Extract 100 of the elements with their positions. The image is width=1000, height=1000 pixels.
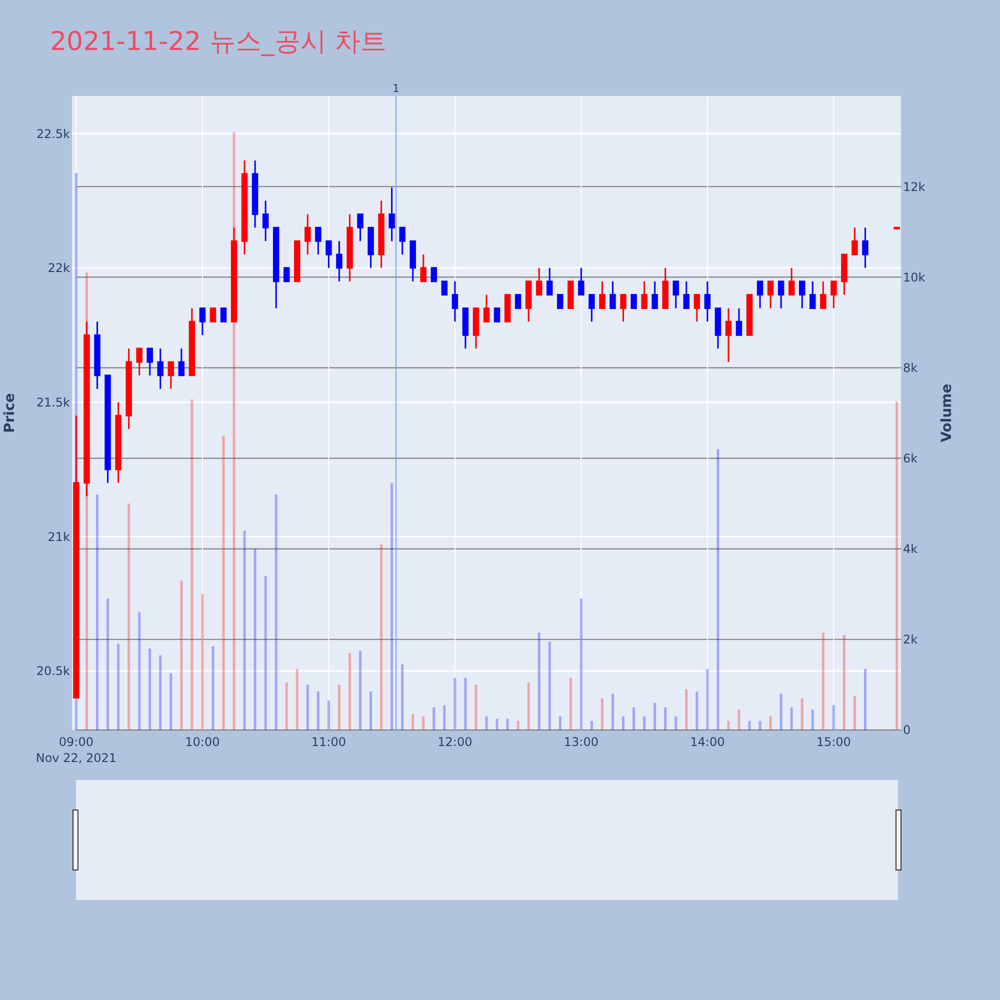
bar xyxy=(159,655,162,730)
bar xyxy=(558,716,562,730)
candlestick xyxy=(199,307,206,336)
candlestick xyxy=(399,226,406,256)
candlestick xyxy=(620,294,626,322)
bar xyxy=(527,682,530,730)
bar xyxy=(548,642,551,730)
candlestick xyxy=(641,280,648,309)
bar xyxy=(790,707,793,730)
x-tick-label: 15:00 xyxy=(816,735,851,749)
candlestick xyxy=(536,267,542,296)
candlestick xyxy=(357,213,364,242)
x-tick-label: 10:00 xyxy=(185,735,220,749)
y2-tick-label: 0 xyxy=(903,723,911,738)
bar xyxy=(748,720,751,730)
bar xyxy=(348,653,351,730)
bar xyxy=(538,632,540,730)
bar xyxy=(896,402,898,730)
candlestick xyxy=(336,240,342,282)
candlestick xyxy=(252,160,258,228)
candlestick xyxy=(756,280,764,309)
candlestick xyxy=(894,226,900,230)
x-tick-label: 13:00 xyxy=(564,735,598,749)
candlestick xyxy=(725,307,732,363)
bar xyxy=(128,504,130,730)
candlestick xyxy=(146,348,153,376)
bar xyxy=(117,644,120,730)
bar xyxy=(454,678,456,730)
y-tick-label: 22k xyxy=(48,261,70,276)
candlestick xyxy=(94,320,100,390)
y2-tick-label: 4k xyxy=(903,542,918,556)
bar xyxy=(780,694,782,730)
candlestick xyxy=(188,307,196,376)
y-tick-label: 22.5k xyxy=(36,126,70,141)
candlestick xyxy=(262,200,269,242)
bar xyxy=(506,718,509,730)
candlestick xyxy=(778,280,784,309)
candlestick xyxy=(810,280,816,309)
chart-title: 2021-11-22 뉴스_공시 차트 xyxy=(50,27,387,57)
text: Nov 22, 2021 xyxy=(36,751,117,765)
candlestick xyxy=(736,307,742,336)
candlestick xyxy=(346,213,353,282)
bar xyxy=(643,716,646,730)
x-tick-label: 11:00 xyxy=(311,735,346,749)
bar xyxy=(285,682,288,730)
bar xyxy=(853,696,856,730)
candlestick xyxy=(126,348,132,430)
x-tick-label: 09:00 xyxy=(58,735,94,749)
candlestick xyxy=(462,307,469,350)
bar xyxy=(822,632,824,730)
bar xyxy=(685,689,688,730)
candlestick xyxy=(830,280,837,309)
candlestick xyxy=(841,254,848,296)
bar xyxy=(569,678,572,730)
candlestick xyxy=(241,160,248,256)
candlestick xyxy=(767,280,774,309)
candlestick xyxy=(704,280,711,322)
bar xyxy=(316,692,320,730)
bar xyxy=(201,594,204,730)
candlestick xyxy=(115,402,122,484)
bar xyxy=(611,694,614,730)
bar xyxy=(485,716,488,730)
candlestick xyxy=(610,280,616,309)
bar xyxy=(222,436,225,730)
bar xyxy=(769,716,772,730)
y2-tick-label: 2k xyxy=(903,632,918,647)
candlestick xyxy=(798,280,806,309)
candlestick xyxy=(820,280,826,309)
candlestick xyxy=(504,294,511,322)
candlestick xyxy=(662,267,668,309)
candlestick xyxy=(315,226,322,256)
bar xyxy=(148,648,152,730)
bar xyxy=(600,698,604,730)
candlestick xyxy=(788,267,795,296)
x-tick-label: 14:00 xyxy=(690,735,725,749)
y2-axis-title: Volume xyxy=(939,384,955,442)
bar xyxy=(401,664,404,730)
bar xyxy=(580,598,582,730)
candlestick xyxy=(599,280,606,309)
bar xyxy=(422,716,425,730)
bar xyxy=(359,650,362,730)
bar xyxy=(727,720,730,730)
candlestick xyxy=(683,280,690,309)
bar xyxy=(370,692,372,730)
candlestick xyxy=(304,213,311,256)
bar xyxy=(474,684,478,730)
bar xyxy=(464,678,467,730)
candlestick xyxy=(452,280,458,322)
candlestick xyxy=(420,254,426,282)
candlestick xyxy=(441,280,448,296)
candlestick xyxy=(652,280,658,309)
bar xyxy=(380,544,383,730)
candlestick xyxy=(630,294,637,309)
bar xyxy=(590,720,593,730)
bar xyxy=(811,710,814,730)
y-axis-title: Price xyxy=(2,393,18,433)
bar xyxy=(180,580,183,730)
bar xyxy=(264,576,267,730)
bar xyxy=(632,707,636,730)
candlestick xyxy=(283,267,290,282)
